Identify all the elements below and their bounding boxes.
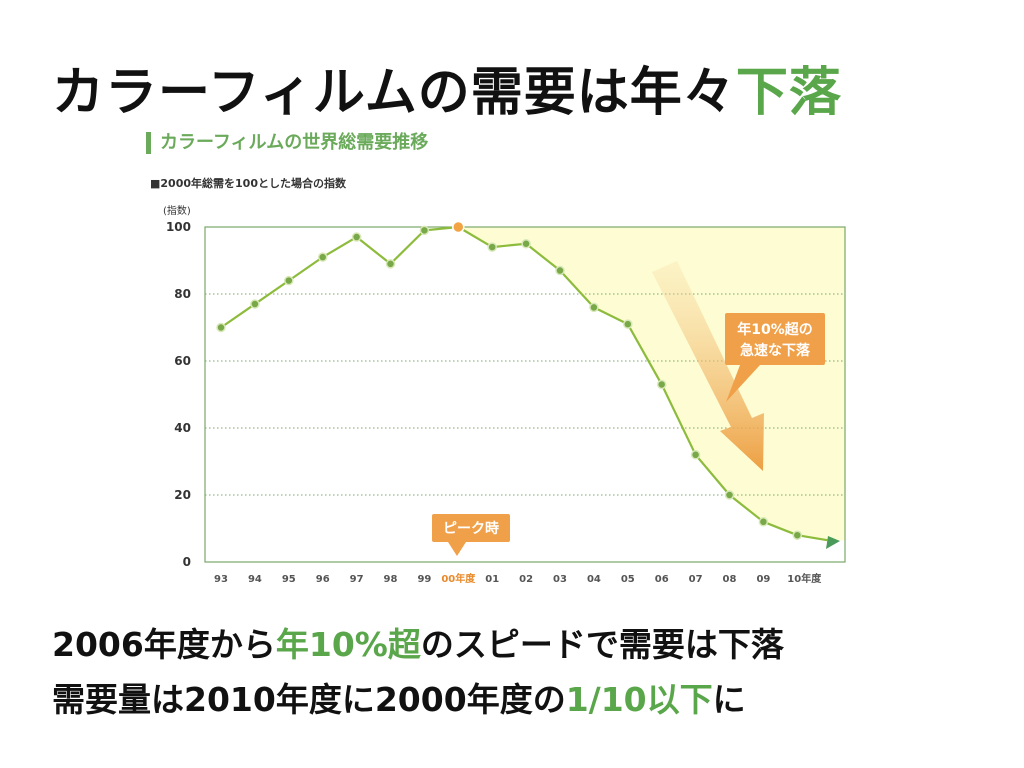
y-tick-label: 20 xyxy=(174,488,191,502)
chart-heading: カラーフィルムの世界総需要推移 xyxy=(146,132,428,154)
y-axis-label: (指数) xyxy=(163,204,191,217)
x-tick-label: 94 xyxy=(248,574,262,585)
x-tick-label: 02 xyxy=(519,574,533,585)
data-point xyxy=(521,239,531,249)
data-point xyxy=(555,265,565,276)
summary-line-2-text-a: 需要量は2010年度に2000年度の xyxy=(52,680,566,719)
summary-line-1-text-b: のスピードで需要は下落 xyxy=(420,625,784,664)
line-arrowhead-icon xyxy=(826,536,840,549)
data-point xyxy=(385,259,396,269)
x-tick-label: 97 xyxy=(350,574,364,585)
x-tick-label: 99 xyxy=(417,574,431,585)
x-tick-label: 00年度 xyxy=(441,572,476,585)
data-point xyxy=(758,517,769,527)
x-axis: 93 94 95 96 97 98 99 00年度 01 02 03 04 05 06 07 08 09 10年度 xyxy=(214,572,822,585)
x-tick-label: 06 xyxy=(655,574,669,585)
x-tick-label: 95 xyxy=(282,574,296,585)
y-tick-label: 80 xyxy=(174,287,191,301)
decline-arrow-icon xyxy=(652,261,764,471)
x-tick-label: 93 xyxy=(214,574,228,585)
x-tick-label: 10年度 xyxy=(787,572,822,585)
x-tick-label: 01 xyxy=(485,574,499,585)
decline-callout-label-1: 年10%超の xyxy=(737,321,813,338)
title-text: カラーフィルムの需要は年々 xyxy=(52,63,736,123)
data-point xyxy=(250,299,260,309)
data-point xyxy=(589,302,599,313)
x-tick-label: 98 xyxy=(384,574,398,585)
demand-line-chart: 0 20 40 60 80 100 93 94 95 96 97 98 99 00年度 01 02 03 04 0… xyxy=(163,204,846,585)
data-point xyxy=(284,275,294,286)
y-tick-label: 100 xyxy=(166,220,191,234)
peak-callout-pointer xyxy=(448,542,466,556)
y-axis: 0 20 40 60 80 100 xyxy=(166,220,191,569)
data-points xyxy=(216,220,803,540)
peak-callout-box xyxy=(432,514,510,542)
summary-line-1-accent: 年10%超 xyxy=(275,625,421,664)
summary-line-1: 2006年度から年10%超のスピードで需要は下落 xyxy=(52,618,784,666)
x-tick-label: 03 xyxy=(553,574,567,585)
y-tick-label: 40 xyxy=(174,421,191,435)
data-point xyxy=(487,242,497,252)
x-tick-label: 07 xyxy=(689,574,703,585)
decline-callout-box xyxy=(725,313,825,365)
y-tick-label: 60 xyxy=(174,354,191,368)
summary-line-2-text-b: に xyxy=(712,680,746,719)
decline-callout: 年10%超の 急速な下落 xyxy=(725,313,825,402)
data-point xyxy=(351,232,362,242)
data-point xyxy=(317,252,328,262)
data-point xyxy=(724,490,735,500)
peak-callout: ピーク時 xyxy=(432,514,510,556)
x-tick-label: 05 xyxy=(621,574,635,585)
data-point xyxy=(216,322,226,333)
chart-note: ■2000年総需を100とした場合の指数 xyxy=(150,177,346,190)
summary-line-2: 需要量は2010年度に2000年度の1/10以下に xyxy=(52,673,746,721)
x-tick-label: 96 xyxy=(316,574,330,585)
data-point xyxy=(623,319,633,329)
peak-point xyxy=(452,220,465,234)
data-point xyxy=(792,530,803,540)
decline-callout-label-2: 急速な下落 xyxy=(740,342,811,359)
title-accent-text: 下落 xyxy=(735,63,842,123)
summary-line-1-text-a: 2006年度から xyxy=(52,625,276,664)
decline-callout-pointer xyxy=(726,365,760,402)
x-tick-label: 09 xyxy=(756,574,770,585)
x-tick-label: 08 xyxy=(723,574,737,585)
decline-area-fill xyxy=(458,227,845,541)
peak-callout-label: ピーク時 xyxy=(443,520,499,537)
data-point xyxy=(419,225,430,236)
y-tick-label: 0 xyxy=(183,555,191,569)
plot-frame xyxy=(204,226,846,563)
data-point xyxy=(690,450,701,460)
x-tick-label: 04 xyxy=(587,574,601,585)
slide-title: カラーフィルムの需要は年々下落 xyxy=(52,50,842,125)
summary-line-2-accent: 1/10以下 xyxy=(565,680,713,719)
data-point xyxy=(656,379,667,390)
